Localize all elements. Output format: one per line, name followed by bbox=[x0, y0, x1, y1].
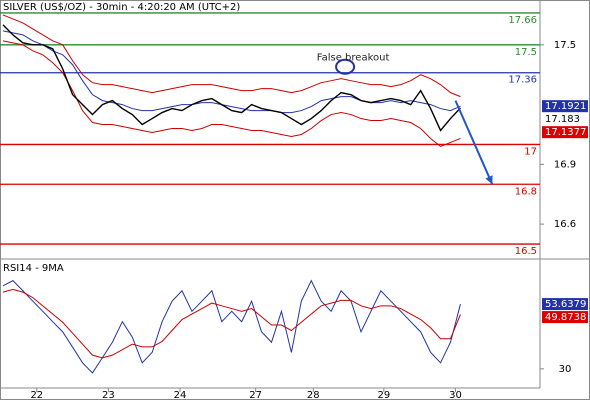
value-box-label: 49.8738 bbox=[545, 312, 586, 323]
y-tick-label: 30 bbox=[559, 364, 572, 375]
x-tick-label: 28 bbox=[307, 390, 320, 400]
value-box bbox=[542, 298, 588, 311]
x-tick-label: 30 bbox=[449, 390, 462, 400]
level-label: 17.66 bbox=[508, 15, 537, 26]
series-line bbox=[2, 40, 461, 148]
y-tick-label: 16.6 bbox=[554, 219, 576, 230]
x-tick-label: 23 bbox=[102, 390, 115, 400]
value-box bbox=[542, 113, 588, 126]
chart-title: SILVER (US$/OZ) - 30min - 4:20:20 AM (UT… bbox=[3, 2, 240, 13]
level-label: 16.8 bbox=[515, 186, 537, 197]
x-tick-label: 29 bbox=[378, 390, 391, 400]
annotation-circle bbox=[335, 58, 356, 75]
value-box-label: 17.1377 bbox=[545, 127, 586, 138]
level-label: 16.5 bbox=[515, 246, 537, 257]
value-box-label: 53.6379 bbox=[545, 299, 586, 310]
value-box bbox=[542, 311, 588, 324]
series-line bbox=[2, 14, 461, 98]
arrow-head bbox=[485, 175, 493, 185]
value-box-label: 17.1921 bbox=[545, 101, 586, 112]
series-line bbox=[2, 288, 461, 359]
y-tick-label: 17.5 bbox=[554, 40, 576, 51]
level-label: 17.36 bbox=[508, 75, 537, 86]
projection-arrow bbox=[454, 100, 494, 185]
series-line bbox=[2, 24, 461, 132]
value-box-label: 17.183 bbox=[545, 114, 580, 125]
x-tick-label: 27 bbox=[249, 390, 262, 400]
x-tick-label: 22 bbox=[30, 390, 43, 400]
rsi-title: RSI14 - 9MA bbox=[3, 263, 64, 274]
annotation: False breakout bbox=[317, 53, 390, 64]
series-line bbox=[2, 30, 461, 114]
level-label: 17 bbox=[524, 146, 537, 157]
level-label: 17.5 bbox=[515, 47, 537, 58]
series-line bbox=[2, 279, 461, 374]
x-tick-label: 24 bbox=[174, 390, 187, 400]
value-box bbox=[542, 100, 588, 113]
y-tick-label: 16.9 bbox=[554, 159, 576, 170]
value-box bbox=[542, 126, 588, 139]
